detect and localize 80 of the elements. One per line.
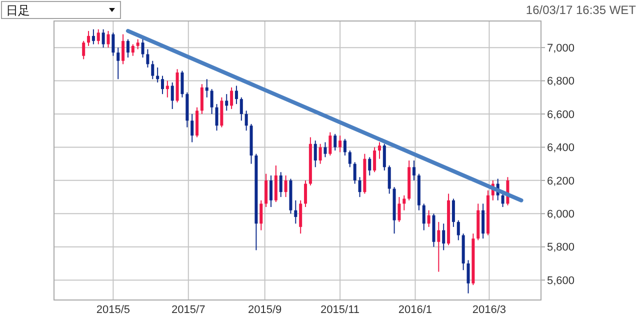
candlestick <box>314 140 317 168</box>
candlestick <box>382 143 386 171</box>
candlestick <box>151 60 154 80</box>
candlestick <box>225 94 228 112</box>
x-tick-label: 2015/7 <box>172 304 206 316</box>
candlestick <box>328 132 332 156</box>
candlestick <box>456 220 460 241</box>
candlestick <box>82 40 86 60</box>
candlestick <box>141 37 144 58</box>
candlestick <box>304 180 308 208</box>
candlestick <box>348 150 352 168</box>
x-tick-label: 2015/11 <box>320 304 360 316</box>
candlestick <box>116 47 120 80</box>
candlestick <box>318 143 322 164</box>
candlestick <box>378 142 381 160</box>
candlestick <box>324 142 327 158</box>
candlestick <box>126 38 130 58</box>
candlestick <box>412 160 416 181</box>
x-tick-label: 2015/5 <box>96 304 130 316</box>
y-tick-label: 5,600 <box>547 274 575 287</box>
y-tick-label: 6,800 <box>547 76 575 88</box>
candlestick <box>294 200 298 224</box>
candlestick <box>260 200 263 231</box>
candlestick <box>230 86 234 110</box>
candlestick <box>156 67 160 83</box>
candlestick <box>269 174 272 208</box>
candlestick <box>388 164 391 194</box>
y-tick-label: 6,200 <box>547 175 575 188</box>
candlestick <box>343 138 346 156</box>
candlestick <box>92 28 95 45</box>
candlestick <box>160 75 164 95</box>
candlestick <box>146 48 150 68</box>
candlestick <box>368 156 372 176</box>
candlestick <box>190 114 194 143</box>
candlestick <box>427 210 430 228</box>
candlestick <box>244 110 248 132</box>
candlestick <box>279 172 282 198</box>
x-tick-label: 2016/1 <box>398 304 432 316</box>
candlestick <box>102 28 105 48</box>
candlestick <box>112 32 115 56</box>
candlestick <box>210 88 214 114</box>
x-tick-label: 2015/9 <box>248 304 282 316</box>
candlestick <box>136 38 140 50</box>
candlestick <box>200 84 204 114</box>
candlestick <box>334 133 337 152</box>
candlestick <box>373 146 376 173</box>
candlestick <box>96 28 100 45</box>
candlestick <box>122 34 125 65</box>
candlestick <box>299 200 302 234</box>
y-tick-label: 6,600 <box>547 108 575 121</box>
y-tick-label: 7,000 <box>547 42 575 54</box>
candlestick <box>353 162 356 184</box>
x-tick-label: 2016/3 <box>472 304 506 316</box>
y-tick-label: 5,800 <box>547 242 575 254</box>
candlestick <box>482 203 485 240</box>
candlestick <box>215 104 218 132</box>
candlestick <box>422 203 426 231</box>
y-tick-label: 6,400 <box>547 142 575 154</box>
candlestick <box>402 194 406 211</box>
candlestick <box>437 221 440 272</box>
candlestick <box>87 30 90 46</box>
candlestick <box>264 173 268 208</box>
candlestick <box>205 78 208 98</box>
candlestick <box>106 30 110 48</box>
candlestick <box>398 196 401 222</box>
candlestick <box>234 85 238 105</box>
candlestick <box>170 82 174 110</box>
candlestick <box>240 96 243 122</box>
candlestick <box>338 135 342 153</box>
y-tick-label: 6,000 <box>547 208 575 220</box>
text: 16/03/17 16:35 WET <box>526 3 637 17</box>
candlestick <box>131 44 134 56</box>
candlestick <box>466 260 470 294</box>
candlestick <box>452 198 455 228</box>
candlestick <box>180 70 184 98</box>
candlestick <box>442 223 446 251</box>
candlestick <box>358 176 362 198</box>
dropdown: 日足 <box>1 1 121 19</box>
candlestick <box>284 174 288 198</box>
candlestick <box>166 80 169 98</box>
